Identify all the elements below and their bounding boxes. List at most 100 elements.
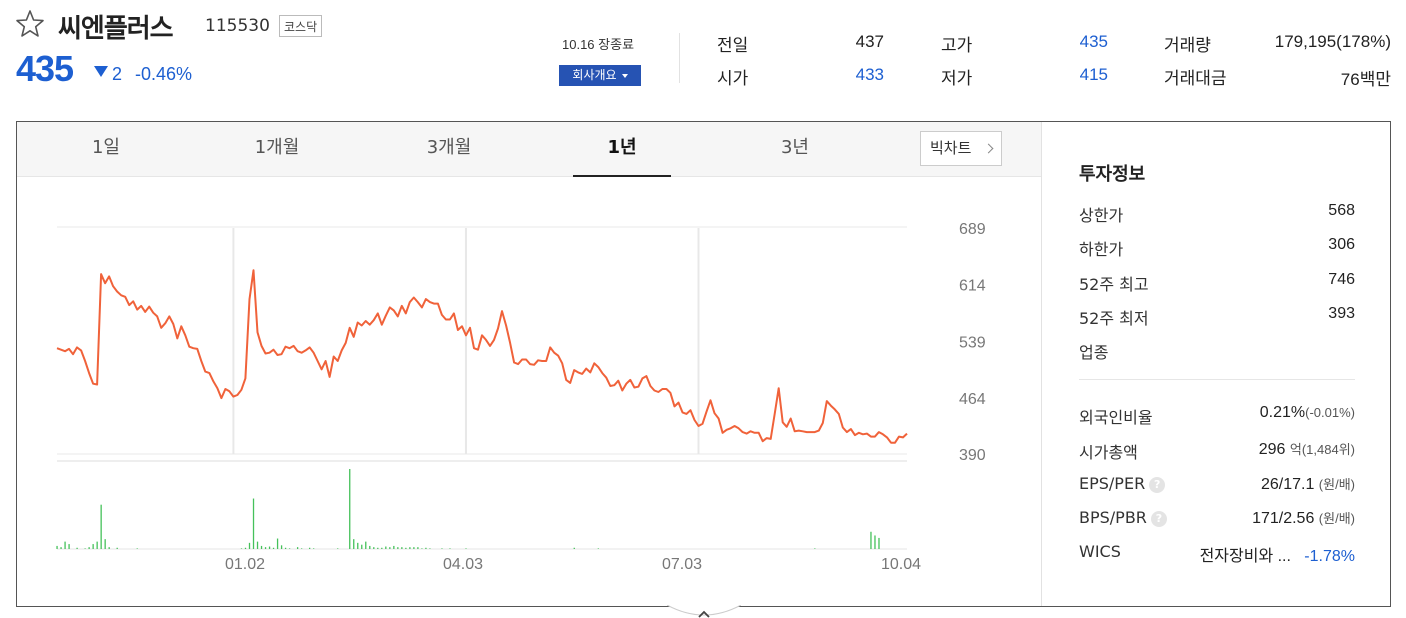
big-chart-label: 빅차트 bbox=[930, 139, 972, 157]
y-tick-label: 689 bbox=[959, 221, 986, 238]
volume-bar bbox=[276, 538, 279, 549]
prev-close-value: 437 bbox=[855, 32, 884, 51]
tab-3year[interactable]: 3년 bbox=[780, 137, 809, 158]
lower-limit-value: 306 bbox=[1328, 236, 1355, 253]
open-value: 433 bbox=[855, 65, 884, 84]
volume-bar bbox=[88, 547, 90, 549]
volume-bar bbox=[405, 547, 407, 549]
company-overview-button[interactable]: 회사개요 bbox=[559, 65, 641, 86]
eps-per-row: EPS/PER? 26/17.1 (원/배) bbox=[1079, 474, 1355, 496]
chevron-up-icon[interactable] bbox=[667, 605, 741, 618]
wics-sector[interactable]: 전자장비와 ... bbox=[1199, 548, 1291, 565]
star-outline-icon[interactable] bbox=[14, 8, 46, 40]
tab-1month[interactable]: 1개월 bbox=[254, 137, 300, 158]
foreign-ratio-value: 0.21% bbox=[1259, 404, 1306, 421]
volume-bar bbox=[369, 545, 371, 549]
volume-bar bbox=[349, 469, 351, 549]
tab-3month[interactable]: 3개월 bbox=[426, 137, 472, 158]
foreign-ratio-change: (-0.01%) bbox=[1305, 405, 1355, 420]
volume-bar bbox=[397, 547, 399, 549]
volume-bar bbox=[96, 541, 98, 549]
volume-bar bbox=[272, 547, 275, 549]
volume-bar bbox=[413, 547, 415, 549]
high52-label: 52주 최고 bbox=[1079, 275, 1149, 294]
market-cap-label: 시가총액 bbox=[1079, 443, 1138, 462]
volume-bar bbox=[300, 548, 303, 549]
volume-bar bbox=[92, 544, 94, 549]
volume-bar bbox=[108, 547, 110, 549]
x-tick-label: 01.02 bbox=[225, 556, 265, 573]
chevron-right-icon bbox=[983, 143, 994, 154]
chart-panel: 1일 1개월 3개월 1년 3년 빅차트 689 614 539 464 390 01.0… bbox=[16, 121, 1391, 607]
triangle-down-icon bbox=[94, 66, 108, 77]
wics-label: WICS bbox=[1079, 542, 1121, 561]
big-chart-button[interactable]: 빅차트 bbox=[920, 131, 1002, 166]
market-cap-row: 시가총액 296 억(1,484위) bbox=[1079, 439, 1355, 462]
volume-bar bbox=[68, 544, 70, 549]
volume-bar bbox=[313, 548, 315, 549]
y-tick-label: 539 bbox=[959, 334, 986, 351]
volume-label: 거래량 bbox=[1164, 36, 1211, 56]
divider bbox=[1079, 379, 1355, 380]
volume-bar bbox=[240, 548, 243, 549]
market-cap-value: 296 bbox=[1258, 441, 1286, 458]
volume-bar bbox=[389, 547, 391, 549]
trade-amount-value: 76백만 bbox=[1340, 70, 1391, 89]
period-tabs: 1일 1개월 3개월 1년 3년 빅차트 bbox=[17, 122, 1041, 177]
volume-bar bbox=[76, 547, 78, 549]
volume-bar bbox=[393, 545, 395, 549]
divider bbox=[679, 33, 680, 83]
volume-bar bbox=[84, 548, 86, 549]
volume-bar bbox=[377, 547, 379, 549]
eps-per-unit: (원/배) bbox=[1318, 477, 1355, 492]
bps-pbr-row: BPS/PBR? 171/2.56 (원/배) bbox=[1079, 508, 1355, 530]
volume-bar bbox=[264, 547, 267, 549]
open-label: 시가 bbox=[717, 69, 749, 89]
x-tick-label: 07.03 bbox=[662, 556, 702, 573]
sector-row: 업종 bbox=[1079, 339, 1355, 362]
volume-bar bbox=[288, 548, 291, 549]
wics-change: -1.78% bbox=[1304, 548, 1355, 565]
x-tick-label: 10.04 bbox=[881, 556, 921, 573]
price-line bbox=[56, 269, 908, 444]
stock-header: 씨엔플러스 115530 코스닥 435 2 -0.46% 10.16 장종료 … bbox=[0, 0, 1406, 110]
tab-1day[interactable]: 1일 bbox=[91, 137, 120, 158]
volume-bar bbox=[268, 546, 271, 549]
volume-bar bbox=[361, 544, 363, 549]
low-value: 415 bbox=[1079, 65, 1108, 84]
bps-pbr-value: 171/2.56 bbox=[1252, 510, 1315, 527]
volume-bar bbox=[409, 547, 411, 549]
low-label: 저가 bbox=[941, 69, 973, 89]
bps-pbr-label: BPS/PBR bbox=[1079, 508, 1147, 527]
question-circle-icon[interactable]: ? bbox=[1150, 511, 1167, 527]
volume-bar bbox=[597, 548, 599, 549]
eps-per-label: EPS/PER bbox=[1079, 474, 1146, 493]
market-cap-rank: (1,484위) bbox=[1301, 442, 1355, 457]
investment-info-title: 투자정보 bbox=[1079, 164, 1146, 185]
y-tick-label: 390 bbox=[959, 447, 986, 464]
company-overview-label: 회사개요 bbox=[572, 68, 617, 82]
tab-1year[interactable]: 1년 bbox=[573, 122, 671, 177]
investment-info: 투자정보 상한가 568 하한가 306 52주 최고 746 52주 최저 393 업… bbox=[1041, 122, 1391, 606]
market-badge: 코스닥 bbox=[279, 15, 323, 37]
volume-bar bbox=[417, 547, 419, 549]
stock-name: 씨엔플러스 bbox=[58, 14, 174, 44]
low52-label: 52주 최저 bbox=[1079, 309, 1149, 328]
volume-bar bbox=[874, 535, 876, 549]
volume-bar bbox=[878, 537, 880, 549]
volume-bar bbox=[425, 547, 427, 549]
foreign-ratio-label: 외국인비율 bbox=[1079, 408, 1153, 427]
volume-bar bbox=[100, 504, 102, 549]
volume-bar bbox=[365, 541, 367, 549]
question-circle-icon[interactable]: ? bbox=[1149, 477, 1166, 493]
current-price: 435 bbox=[16, 48, 74, 89]
volume-bar bbox=[64, 541, 66, 549]
volume-bar bbox=[814, 548, 816, 549]
wics-row: WICS 전자장비와 ... -1.78% bbox=[1079, 542, 1355, 565]
volume-bar bbox=[260, 545, 263, 549]
volume-bar bbox=[56, 545, 58, 549]
price-change-rate: -0.46% bbox=[135, 64, 193, 84]
volume-bar bbox=[337, 548, 339, 549]
upper-limit-row: 상한가 568 bbox=[1079, 202, 1355, 225]
volume-bar bbox=[373, 547, 375, 549]
